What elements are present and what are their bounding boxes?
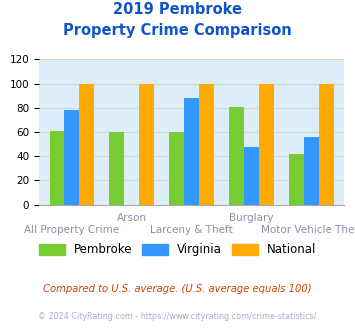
- Bar: [229, 107, 244, 205]
- Legend: Pembroke, Virginia, National: Pembroke, Virginia, National: [34, 239, 321, 261]
- Bar: [259, 83, 274, 205]
- Bar: [139, 83, 154, 205]
- Text: Burglary: Burglary: [229, 213, 274, 223]
- Text: Compared to U.S. average. (U.S. average equals 100): Compared to U.S. average. (U.S. average …: [43, 284, 312, 294]
- Text: 2019 Pembroke: 2019 Pembroke: [113, 2, 242, 16]
- Bar: [169, 132, 184, 205]
- Bar: [244, 147, 259, 205]
- Text: Arson: Arson: [117, 213, 147, 223]
- Bar: [65, 110, 80, 205]
- Bar: [289, 154, 304, 205]
- Bar: [109, 132, 124, 205]
- Bar: [50, 131, 65, 205]
- Text: Larceny & Theft: Larceny & Theft: [150, 225, 233, 235]
- Text: All Property Crime: All Property Crime: [24, 225, 120, 235]
- Text: Motor Vehicle Theft: Motor Vehicle Theft: [261, 225, 355, 235]
- Bar: [199, 83, 214, 205]
- Text: © 2024 CityRating.com - https://www.cityrating.com/crime-statistics/: © 2024 CityRating.com - https://www.city…: [38, 312, 317, 321]
- Bar: [80, 83, 94, 205]
- Bar: [304, 137, 319, 205]
- Text: Property Crime Comparison: Property Crime Comparison: [63, 23, 292, 38]
- Bar: [184, 98, 199, 205]
- Bar: [319, 83, 334, 205]
